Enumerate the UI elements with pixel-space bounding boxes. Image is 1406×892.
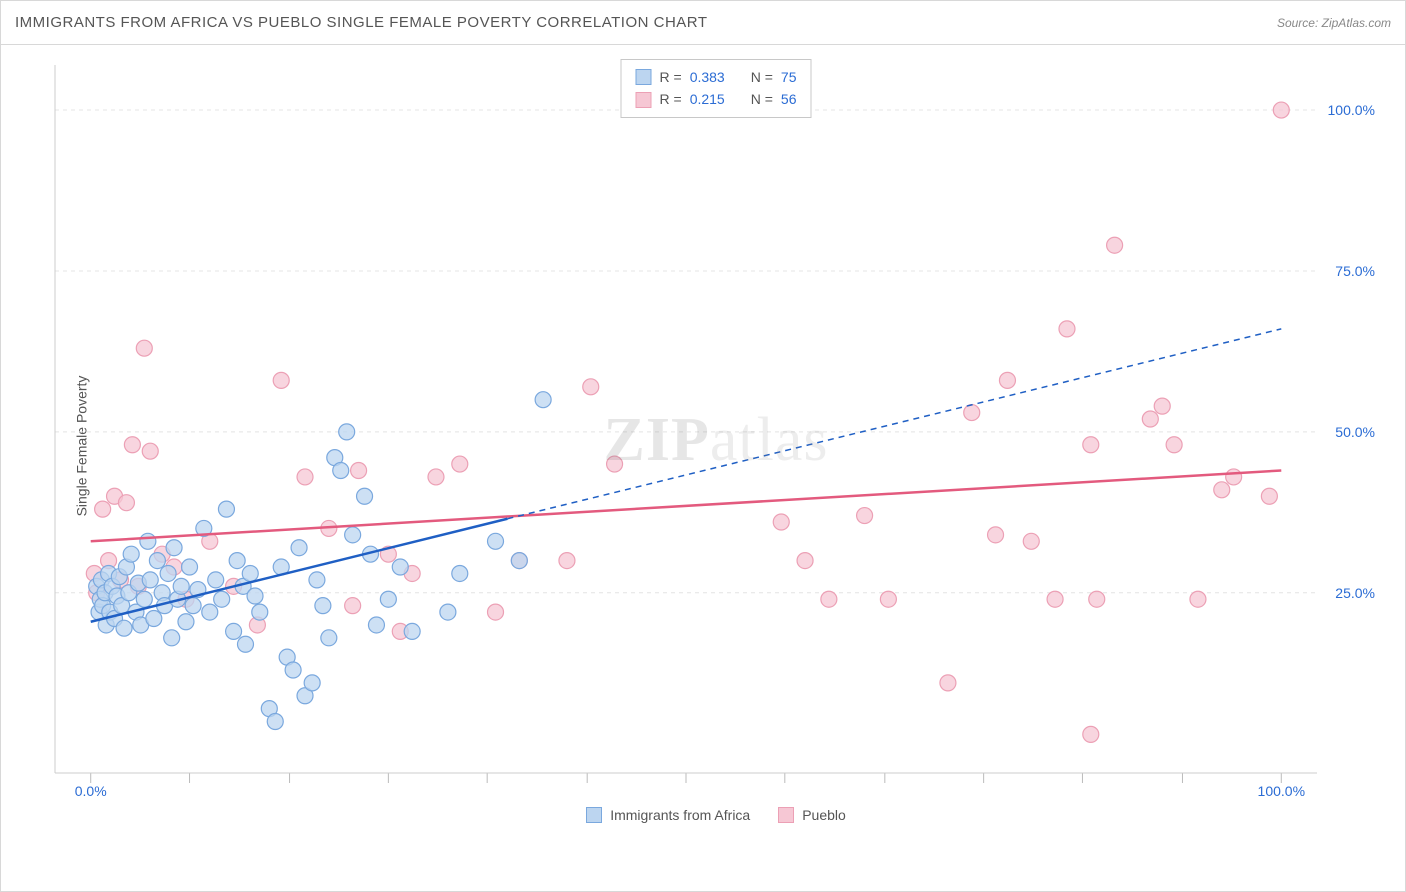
plot-area: ZIPatlas R =0.383N =75R =0.215N =56 Immi… <box>51 59 1381 829</box>
legend-item: Pueblo <box>778 807 846 823</box>
n-label: N = <box>751 88 773 110</box>
legend-swatch <box>636 92 652 108</box>
x-tick-label: 100.0% <box>1258 783 1305 799</box>
legend-item: Immigrants from Africa <box>586 807 750 823</box>
legend-label: Pueblo <box>802 807 846 823</box>
legend-swatch <box>778 807 794 823</box>
r-label: R = <box>660 88 682 110</box>
y-tick-label: 25.0% <box>1335 585 1375 601</box>
y-tick-label: 50.0% <box>1335 424 1375 440</box>
chart-title: IMMIGRANTS FROM AFRICA VS PUEBLO SINGLE … <box>15 14 708 31</box>
chart-svg <box>51 59 1381 829</box>
r-label: R = <box>660 66 682 88</box>
legend-stat-row: R = 0.383 N = 75 <box>636 66 797 88</box>
legend-stat-row: R = 0.215 N = 56 <box>636 88 797 110</box>
legend-label: Immigrants from Africa <box>610 807 750 823</box>
y-tick-label: 100.0% <box>1328 102 1375 118</box>
chart-header: IMMIGRANTS FROM AFRICA VS PUEBLO SINGLE … <box>1 1 1405 45</box>
chart-container: IMMIGRANTS FROM AFRICA VS PUEBLO SINGLE … <box>0 0 1406 892</box>
source-label: Source: <box>1277 16 1322 30</box>
n-value: 56 <box>781 88 797 110</box>
n-value: 75 <box>781 66 797 88</box>
source-value: ZipAtlas.com <box>1322 16 1391 30</box>
r-value: 0.215 <box>690 88 725 110</box>
n-label: N = <box>751 66 773 88</box>
r-value: 0.383 <box>690 66 725 88</box>
chart-source: Source: ZipAtlas.com <box>1277 16 1391 30</box>
legend-swatch <box>586 807 602 823</box>
legend-series: Immigrants from Africa Pueblo <box>51 801 1381 829</box>
y-tick-label: 75.0% <box>1335 263 1375 279</box>
legend-stats: R = 0.383 N = 75 R = 0.215 N = 56 <box>621 59 812 118</box>
legend-swatch <box>636 69 652 85</box>
x-tick-label: 0.0% <box>75 783 107 799</box>
